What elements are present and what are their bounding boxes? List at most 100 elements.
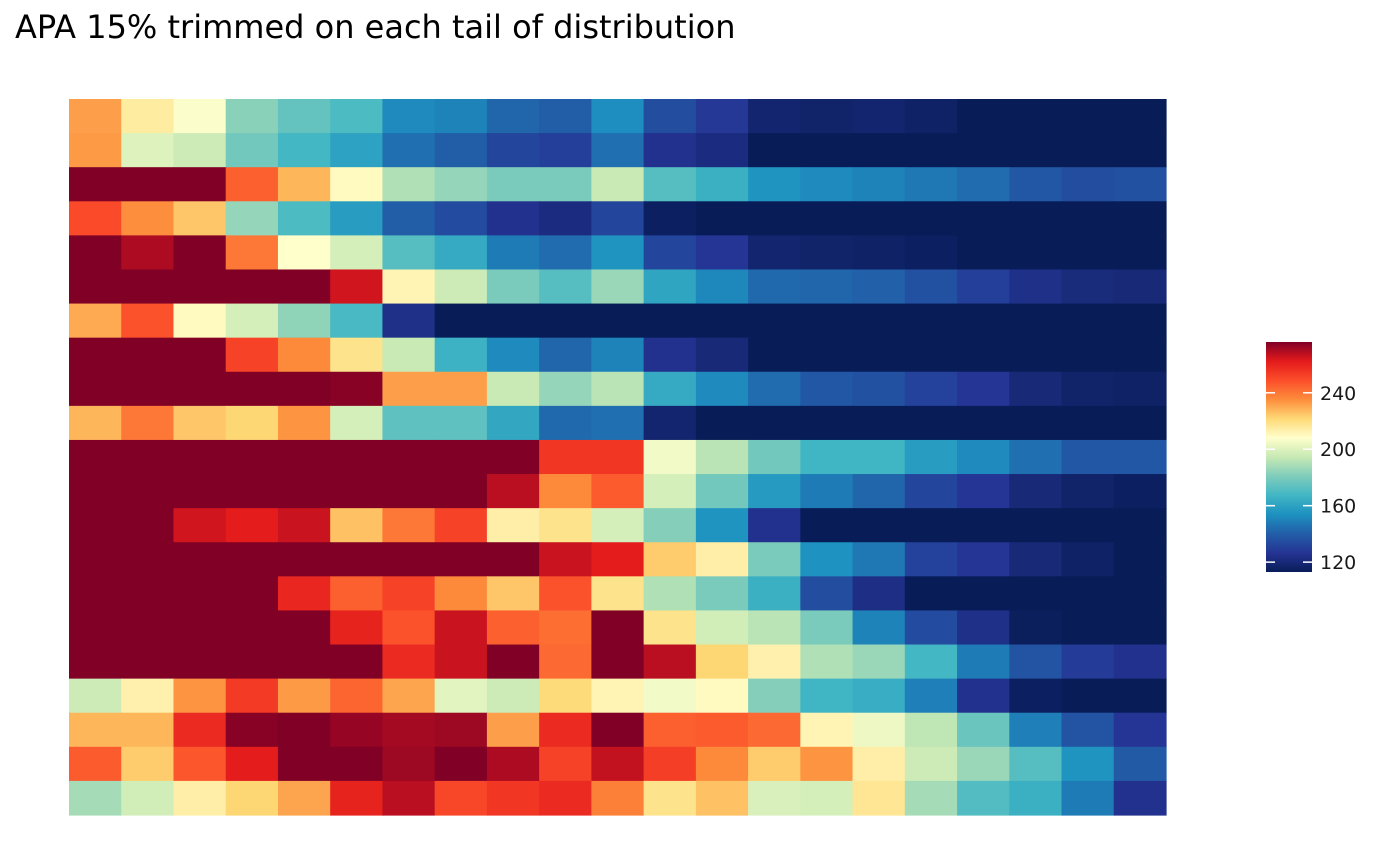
heatmap-cell-r11-c13	[748, 474, 801, 509]
heatmap-cell-r18-c14	[800, 712, 854, 748]
heatmap-cell-r4-c6	[382, 235, 436, 271]
heatmap-cell-r13-c13	[748, 542, 801, 577]
heatmap-cell-r12-c17	[957, 508, 1010, 543]
heatmap-cell-r8-c3	[225, 371, 279, 407]
heatmap-cell-r17-c6	[382, 678, 436, 714]
heatmap-cell-r9-c16	[904, 405, 958, 441]
heatmap-cell-r1-c1	[121, 133, 175, 168]
heatmap-cell-r1-c19	[1061, 133, 1115, 168]
heatmap-cell-r11-c7	[434, 474, 488, 509]
heatmap-cell-r5-c3	[225, 269, 279, 305]
heatmap-cell-r9-c7	[434, 405, 488, 441]
heatmap-cell-r20-c7	[434, 780, 488, 816]
heatmap-cell-r15-c11	[643, 610, 697, 646]
heatmap-cell-r6-c11	[643, 303, 697, 339]
heatmap-cell-r12-c3	[225, 508, 279, 543]
heatmap-cell-r9-c13	[748, 405, 801, 441]
heatmap-cell-r20-c6	[382, 780, 436, 816]
heatmap-cell-r11-c12	[695, 474, 749, 509]
heatmap-cell-r6-c14	[800, 303, 854, 339]
heatmap-cell-r2-c3	[225, 167, 279, 202]
heatmap-cell-r0-c17	[957, 99, 1010, 134]
heatmap-cell-r20-c9	[539, 780, 592, 816]
heatmap-cell-r17-c13	[748, 678, 801, 714]
heatmap-cell-r13-c0	[69, 542, 122, 577]
heatmap-cell-r3-c4	[277, 201, 331, 236]
heatmap-cell-r2-c17	[957, 167, 1010, 202]
heatmap-cell-r20-c17	[957, 780, 1010, 816]
heatmap-cell-r9-c17	[957, 405, 1010, 441]
heatmap-cell-r9-c10	[591, 405, 645, 441]
heatmap-cell-r19-c11	[643, 746, 697, 782]
heatmap-cell-r7-c17	[957, 337, 1010, 373]
heatmap-cell-r17-c11	[643, 678, 697, 714]
heatmap-cell-r18-c17	[957, 712, 1010, 748]
heatmap-cell-r4-c7	[434, 235, 488, 271]
heatmap-cell-r7-c5	[330, 337, 384, 373]
heatmap-cell-r18-c13	[748, 712, 801, 748]
heatmap-cell-r3-c13	[748, 201, 801, 236]
heatmap-cell-r10-c2	[173, 439, 227, 475]
heatmap-cell-r18-c6	[382, 712, 436, 748]
heatmap-cell-r4-c8	[486, 235, 540, 271]
heatmap-cell-r16-c4	[277, 644, 331, 680]
heatmap-cell-r1-c16	[904, 133, 958, 168]
heatmap-cell-r11-c2	[173, 474, 227, 509]
heatmap-cell-r5-c0	[69, 269, 122, 305]
heatmap-cell-r4-c11	[643, 235, 697, 271]
heatmap-cell-r14-c12	[695, 576, 749, 612]
heatmap-cell-r19-c16	[904, 746, 958, 782]
heatmap-cell-r8-c5	[330, 371, 384, 407]
heatmap-cell-r17-c3	[225, 678, 279, 714]
heatmap-cell-r1-c11	[643, 133, 697, 168]
heatmap-cell-r17-c9	[539, 678, 592, 714]
heatmap-cell-r15-c20	[1113, 610, 1167, 646]
heatmap-cell-r1-c6	[382, 133, 436, 168]
heatmap-cell-r6-c9	[539, 303, 592, 339]
heatmap-cell-r16-c8	[486, 644, 540, 680]
heatmap-cell-r15-c8	[486, 610, 540, 646]
heatmap-cell-r9-c0	[69, 405, 122, 441]
heatmap-cell-r5-c6	[382, 269, 436, 305]
heatmap-cell-r3-c19	[1061, 201, 1115, 236]
heatmap-cell-r15-c10	[591, 610, 645, 646]
heatmap-cell-r6-c7	[434, 303, 488, 339]
color-legend: 120 160 200 240	[1266, 342, 1356, 574]
heatmap-cell-r6-c18	[1009, 303, 1063, 339]
heatmap-cell-r7-c3	[225, 337, 279, 373]
heatmap-cell-r5-c7	[434, 269, 488, 305]
heatmap-cell-r17-c1	[121, 678, 175, 714]
heatmap-cell-r6-c17	[957, 303, 1010, 339]
heatmap-cell-r2-c20	[1113, 167, 1167, 202]
heatmap-cell-r14-c8	[486, 576, 540, 612]
heatmap-cell-r7-c18	[1009, 337, 1063, 373]
heatmap-cell-r8-c14	[800, 371, 854, 407]
heatmap-cell-r11-c18	[1009, 474, 1063, 509]
heatmap-cell-r20-c19	[1061, 780, 1115, 816]
heatmap-cell-r18-c15	[852, 712, 906, 748]
heatmap-cell-r0-c18	[1009, 99, 1063, 134]
heatmap-cell-r14-c13	[748, 576, 801, 612]
heatmap-cell-r9-c5	[330, 405, 384, 441]
heatmap-cell-r14-c7	[434, 576, 488, 612]
heatmap-cell-r4-c18	[1009, 235, 1063, 271]
heatmap-cell-r8-c20	[1113, 371, 1167, 407]
heatmap-cell-r2-c18	[1009, 167, 1063, 202]
heatmap-cell-r20-c20	[1113, 780, 1167, 816]
heatmap-cell-r11-c11	[643, 474, 697, 509]
heatmap-cell-r20-c13	[748, 780, 801, 816]
heatmap-cell-r16-c12	[695, 644, 749, 680]
heatmap-cell-r5-c18	[1009, 269, 1063, 305]
heatmap-cell-r2-c13	[748, 167, 801, 202]
heatmap-cell-r12-c16	[904, 508, 958, 543]
heatmap-cell-r12-c10	[591, 508, 645, 543]
heatmap-cell-r8-c17	[957, 371, 1010, 407]
heatmap-cell-r8-c2	[173, 371, 227, 407]
heatmap-cell-r1-c0	[69, 133, 122, 168]
heatmap-cell-r18-c19	[1061, 712, 1115, 748]
heatmap-cell-r12-c6	[382, 508, 436, 543]
heatmap-cell-r7-c20	[1113, 337, 1167, 373]
heatmap-cell-r6-c1	[121, 303, 175, 339]
heatmap-cell-r17-c18	[1009, 678, 1063, 714]
heatmap-cell-r16-c13	[748, 644, 801, 680]
